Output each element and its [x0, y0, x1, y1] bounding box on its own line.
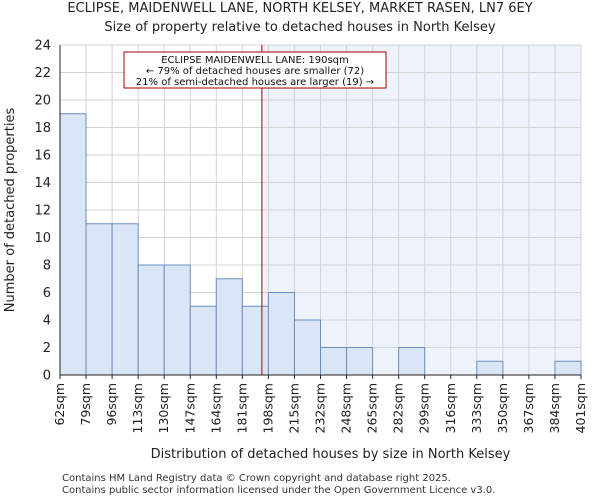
x-tick-label: 367sqm [521, 383, 536, 433]
y-tick-label: 24 [34, 39, 51, 54]
histogram-bar [85, 223, 113, 376]
y-tick-label: 8 [43, 259, 51, 274]
chart-title-line1: ECLIPSE, MAIDENWELL LANE, NORTH KELSEY, … [67, 1, 533, 16]
y-tick-label: 4 [43, 314, 51, 329]
y-tick-label: 12 [34, 204, 51, 219]
histogram-bar [189, 305, 217, 376]
footer-licence: Contains public sector information licen… [62, 485, 496, 496]
y-tick-label: 2 [43, 341, 51, 356]
annotation-text-line: ← 79% of detached houses are smaller (72… [146, 66, 364, 77]
histogram-bar [111, 223, 139, 376]
x-tick-label: 96sqm [104, 383, 119, 426]
y-axis-label: Number of detached properties [3, 108, 18, 313]
footer-copyright: Contains HM Land Registry data © Crown c… [62, 473, 451, 484]
x-tick-label: 79sqm [78, 383, 93, 426]
histogram-bar [554, 360, 582, 376]
histogram-bar [320, 347, 348, 376]
histogram-bar [137, 264, 165, 376]
x-tick-label: 299sqm [417, 383, 432, 433]
x-tick-label: 265sqm [365, 383, 380, 433]
chart-title-line2: Size of property relative to detached ho… [104, 20, 496, 35]
histogram-bar [293, 319, 322, 376]
x-tick-label: 62sqm [52, 383, 67, 426]
histogram-bar [398, 347, 426, 376]
x-tick-label: 316sqm [443, 383, 458, 433]
histogram-bar [241, 305, 269, 376]
x-tick-label: 282sqm [391, 383, 406, 433]
x-tick-label: 113sqm [130, 383, 145, 433]
x-tick-label: 333sqm [469, 383, 484, 433]
x-tick-label: 164sqm [208, 383, 223, 433]
x-tick-label: 232sqm [313, 383, 328, 433]
histogram-bar [267, 292, 295, 376]
x-axis-label: Distribution of detached houses by size … [151, 447, 511, 462]
x-tick-label: 401sqm [573, 383, 588, 433]
x-tick-label: 130sqm [156, 383, 171, 433]
x-tick-label: 181sqm [234, 383, 249, 433]
annotation-text-line: 21% of semi-detached houses are larger (… [136, 77, 374, 88]
x-tick-label: 384sqm [547, 383, 562, 433]
histogram-bar [163, 264, 191, 376]
histogram-bar [59, 113, 87, 376]
x-tick-label: 147sqm [182, 383, 197, 433]
y-tick-label: 14 [34, 176, 51, 191]
histogram-bar [476, 360, 504, 376]
x-tick-label: 198sqm [260, 383, 275, 433]
histogram-bar [346, 347, 374, 376]
annotation-box [123, 51, 387, 89]
y-tick-label: 16 [34, 149, 51, 164]
annotation-text-line: ECLIPSE MAIDENWELL LANE: 190sqm [161, 55, 349, 66]
histogram-bar [215, 278, 243, 376]
y-tick-label: 0 [43, 369, 51, 384]
x-tick-label: 350sqm [495, 383, 510, 433]
y-tick-label: 20 [34, 94, 51, 109]
y-tick-label: 10 [34, 231, 51, 246]
y-tick-label: 22 [34, 66, 51, 81]
x-tick-label: 215sqm [286, 383, 301, 433]
x-tick-label: 248sqm [339, 383, 354, 433]
y-tick-label: 6 [43, 286, 51, 301]
y-tick-label: 18 [34, 121, 51, 136]
